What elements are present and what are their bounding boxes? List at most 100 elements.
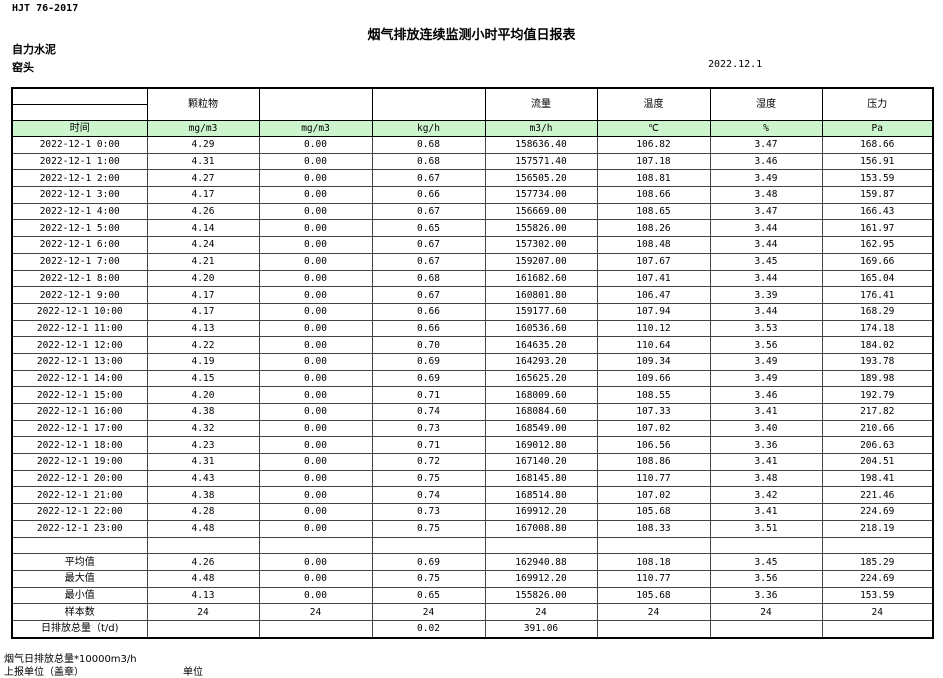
value-cell: 168.29 [821, 302, 934, 321]
summary-value [596, 619, 711, 639]
table-row: 2022-12-1 20:00 4.43 0.00 0.75 168145.80 110.… [11, 469, 934, 488]
value-cell: 108.66 [596, 186, 711, 204]
table-row: 2022-12-1 10:00 4.17 0.00 0.66 159177.60 107.… [11, 302, 934, 321]
value-cell: 224.69 [821, 503, 934, 521]
value-cell: 0.74 [371, 486, 486, 505]
value-cell: 0.67 [371, 252, 486, 271]
summary-value: 0.69 [371, 553, 486, 571]
empty-cell [821, 536, 934, 555]
value-cell: 108.55 [596, 386, 711, 404]
value-cell: 0.75 [371, 519, 486, 538]
value-cell: 0.75 [371, 469, 486, 488]
table-row: 2022-12-1 8:00 4.20 0.00 0.68 161682.60 107.4… [11, 269, 934, 288]
value-cell: 0.70 [371, 336, 486, 354]
value-cell: 4.23 [146, 436, 260, 455]
report-unit-label: 上报单位（盖章） [4, 667, 84, 678]
summary-value: 0.65 [371, 586, 486, 605]
value-cell: 3.45 [709, 252, 823, 271]
value-cell: 0.67 [371, 236, 486, 254]
value-cell: 3.39 [709, 286, 823, 304]
time-cell: 2022-12-1 8:00 [11, 269, 148, 288]
value-cell: 0.00 [258, 386, 373, 404]
value-cell: 107.18 [596, 152, 711, 171]
value-cell: 156.91 [821, 152, 934, 171]
value-cell: 3.47 [709, 136, 823, 154]
value-cell: 0.00 [258, 369, 373, 388]
table-row: 2022-12-1 13:00 4.19 0.00 0.69 164293.20 109.… [11, 352, 934, 371]
value-cell: 4.13 [146, 319, 260, 338]
table-row: 2022-12-1 9:00 4.17 0.00 0.67 160801.80 106.4… [11, 286, 934, 304]
summary-value: 24 [146, 603, 260, 621]
value-cell: 0.00 [258, 336, 373, 354]
value-cell: 4.43 [146, 469, 260, 488]
value-cell: 218.19 [821, 519, 934, 538]
value-cell: 3.49 [709, 369, 823, 388]
value-cell: 109.66 [596, 369, 711, 388]
value-cell: 108.65 [596, 202, 711, 221]
value-cell: 107.02 [596, 419, 711, 438]
value-cell: 4.15 [146, 369, 260, 388]
value-cell: 109.34 [596, 352, 711, 371]
value-cell: 159.87 [821, 186, 934, 204]
value-cell: 0.00 [258, 152, 373, 171]
value-cell: 164635.20 [484, 336, 598, 354]
value-cell: 169912.20 [484, 503, 598, 521]
value-cell: 193.78 [821, 352, 934, 371]
value-cell: 3.41 [709, 453, 823, 471]
value-cell: 161.97 [821, 219, 934, 238]
time-cell: 2022-12-1 3:00 [11, 186, 148, 204]
summary-row: 日排放总量（t/d) 0.02 391.06 [11, 619, 934, 639]
report-title: 烟气排放连续监测小时平均值日报表 [367, 28, 576, 43]
table-row: 2022-12-1 18:00 4.23 0.00 0.71 169012.80 106.… [11, 436, 934, 455]
table-row: 2022-12-1 5:00 4.14 0.00 0.65 155826.00 108.2… [11, 219, 934, 238]
value-cell: 3.49 [709, 352, 823, 371]
table-row: 2022-12-1 1:00 4.31 0.00 0.68 157571.40 107.1… [11, 152, 934, 171]
value-cell: 3.41 [709, 503, 823, 521]
table-row: 2022-12-1 14:00 4.15 0.00 0.69 165625.20 109.… [11, 369, 934, 388]
column-header [11, 87, 148, 121]
value-cell: 160801.80 [484, 286, 598, 304]
value-cell: 105.68 [596, 503, 711, 521]
time-cell: 2022-12-1 6:00 [11, 236, 148, 254]
value-cell: 0.00 [258, 219, 373, 238]
value-cell: 162.95 [821, 236, 934, 254]
summary-row: 最大值 4.48 0.00 0.75 169912.20 110.77 3.56 224.69 [11, 569, 934, 588]
table-row: 2022-12-1 12:00 4.22 0.00 0.70 164635.20 110.… [11, 336, 934, 354]
value-cell: 204.51 [821, 453, 934, 471]
column-header [258, 87, 373, 121]
value-cell: 3.53 [709, 319, 823, 338]
column-header: 颗粒物 [146, 87, 260, 121]
value-cell: 0.00 [258, 236, 373, 254]
column-header [371, 87, 486, 121]
value-cell: 169.66 [821, 252, 934, 271]
value-cell: 4.48 [146, 519, 260, 538]
time-cell: 2022-12-1 9:00 [11, 286, 148, 304]
time-cell: 2022-12-1 2:00 [11, 169, 148, 188]
value-cell: 0.00 [258, 302, 373, 321]
column-header: 湿度 [709, 87, 823, 121]
value-cell: 192.79 [821, 386, 934, 404]
value-cell: 189.98 [821, 369, 934, 388]
value-cell: 3.56 [709, 336, 823, 354]
time-cell: 2022-12-1 22:00 [11, 503, 148, 521]
table-row: 2022-12-1 23:00 4.48 0.00 0.75 167008.80 108.… [11, 519, 934, 538]
unit-cell: m3/h [484, 120, 598, 137]
value-cell: 4.14 [146, 219, 260, 238]
value-cell: 221.46 [821, 486, 934, 505]
value-cell: 210.66 [821, 419, 934, 438]
value-cell: 4.22 [146, 336, 260, 354]
value-cell: 198.41 [821, 469, 934, 488]
value-cell: 110.12 [596, 319, 711, 338]
value-cell: 3.46 [709, 386, 823, 404]
value-cell: 0.00 [258, 469, 373, 488]
summary-value: 24 [709, 603, 823, 621]
summary-value [709, 619, 823, 639]
value-cell: 176.41 [821, 286, 934, 304]
value-cell: 166.43 [821, 202, 934, 221]
unit-row: 时间 mg/m3 mg/m3 kg/h m3/h ℃% Pa [11, 120, 934, 137]
value-cell: 3.48 [709, 469, 823, 488]
value-cell: 3.51 [709, 519, 823, 538]
summary-value: 391.06 [484, 619, 598, 639]
summary-label: 日排放总量（t/d) [11, 619, 148, 639]
value-cell: 0.71 [371, 436, 486, 455]
